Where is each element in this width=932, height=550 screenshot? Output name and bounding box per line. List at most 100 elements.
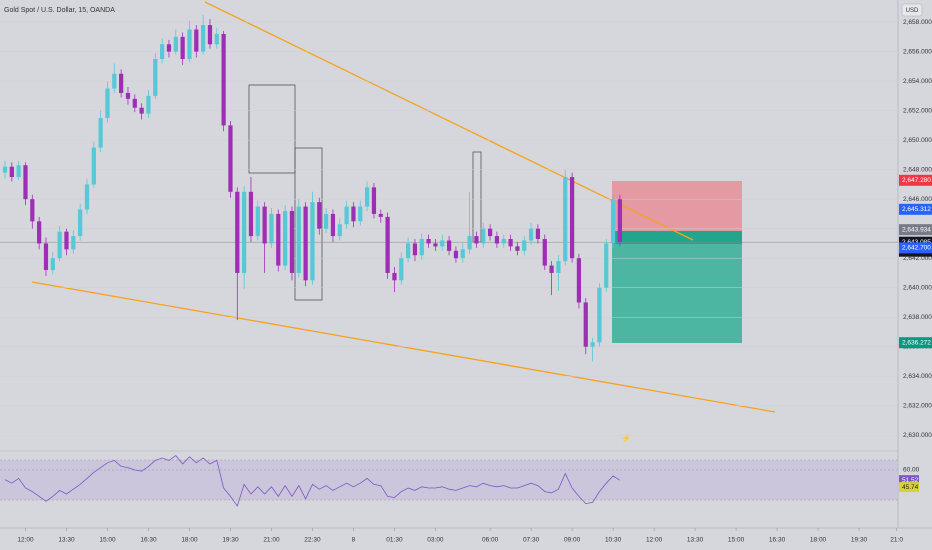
x-tick-label: 19:30 [851,537,868,544]
y-tick-label: 2,630.000 [903,432,932,439]
candle-body [187,29,192,60]
candle-body [371,187,377,214]
candle-body [235,191,240,273]
candle-body [494,236,500,244]
candle-body [590,342,595,347]
candle-body [528,228,534,241]
candle-body [43,243,49,270]
price-label: 2,643.934 [902,226,931,233]
candle-body [2,166,8,173]
y-tick-label: 2,638.000 [903,314,932,321]
x-tick-label: 21:0 [890,537,903,544]
candle-body [453,250,459,259]
candle-body [71,236,76,250]
candle-body [289,210,295,273]
candle-body [419,239,424,256]
candle-body [50,258,55,270]
x-tick-label: 12:00 [646,537,663,544]
rsi-last-label: 51.52 [902,477,919,484]
rsi-ma-bg [899,482,919,493]
trend-line [31,281,776,413]
entry-zone [612,231,742,244]
candle-body [556,261,561,273]
candle-body [84,184,90,210]
candle-body [323,213,329,229]
chart-title: Gold Spot / U.S. Dollar, 15, OANDA [4,7,115,14]
candle-body [166,44,172,52]
candle-body [91,147,96,185]
x-tick-label: 8 [352,537,356,544]
y-tick-label: 2,634.000 [903,373,932,380]
x-tick-label: 10:30 [605,537,622,544]
candle-body [508,239,513,247]
candle-body [583,302,588,347]
candle-body [139,107,144,114]
candle-body [57,231,62,259]
candle-body [358,206,363,222]
candle-body [487,228,493,237]
y-tick-label: 2,642.000 [903,255,932,262]
y-tick-label: 2,656.000 [903,48,932,55]
candle-body [460,249,465,259]
candle-body [23,165,28,200]
candle-body [119,73,124,93]
candle-body [522,240,527,251]
candle-body [248,191,254,237]
rsi-pane [0,455,898,507]
x-tick-label: 07:30 [523,537,540,544]
candle-body [180,36,185,60]
candle-body [303,206,308,281]
stop-zone [612,181,742,231]
candle-body [385,216,390,273]
candle-body [112,73,117,89]
candle-body [617,199,623,242]
price-label-bg [899,174,932,186]
candle-body [392,272,397,281]
rsi-line [4,455,621,507]
price-label: 2,642.700 [902,245,931,252]
candle-body [440,240,445,247]
x-tick-label: 18:00 [810,537,827,544]
candle-body [160,44,165,60]
x-tick-label: 21:00 [263,537,280,544]
currency: USD [906,8,919,14]
x-tick-label: 09:00 [564,537,581,544]
candle-body [474,236,479,244]
price-label: 2,645.312 [902,206,931,213]
candle-body [569,177,575,259]
rsi-last-bg [899,475,919,486]
x-tick-label: 16:30 [769,537,786,544]
candle-body [262,206,267,244]
rsi-tick-label: 60.00 [903,467,920,474]
range-box [294,147,323,301]
candle-body [125,92,131,99]
candle-body [9,166,14,178]
candle-body [330,213,336,237]
candle-body [604,243,609,288]
candle-body [433,243,438,247]
candle-body [194,29,199,52]
y-tick-label: 2,632.000 [903,402,932,409]
candle-body [64,231,69,250]
rsi-band [0,460,898,500]
candle-body [378,213,383,217]
x-tick-label: 06:00 [482,537,499,544]
x-tick-label: 13:30 [58,537,75,544]
price-label: 2,636.272 [902,339,931,346]
rsi-ma-label: 45.74 [902,484,919,491]
candle-body [535,228,541,240]
candle-body [563,177,568,262]
candle-body [446,240,452,251]
candle-body [481,228,486,244]
candle-body [597,287,602,343]
x-tick-label: 03:00 [427,537,444,544]
x-tick-label: 13:30 [687,537,704,544]
candle-body [364,187,370,207]
candle-body [228,125,233,192]
plot-area: ⚡ [0,1,898,443]
candle-body [255,206,260,237]
y-tick-label: 2,640.000 [903,284,932,291]
candle-body [412,243,418,256]
candle-body [296,206,301,273]
price-label-bg [899,242,932,254]
